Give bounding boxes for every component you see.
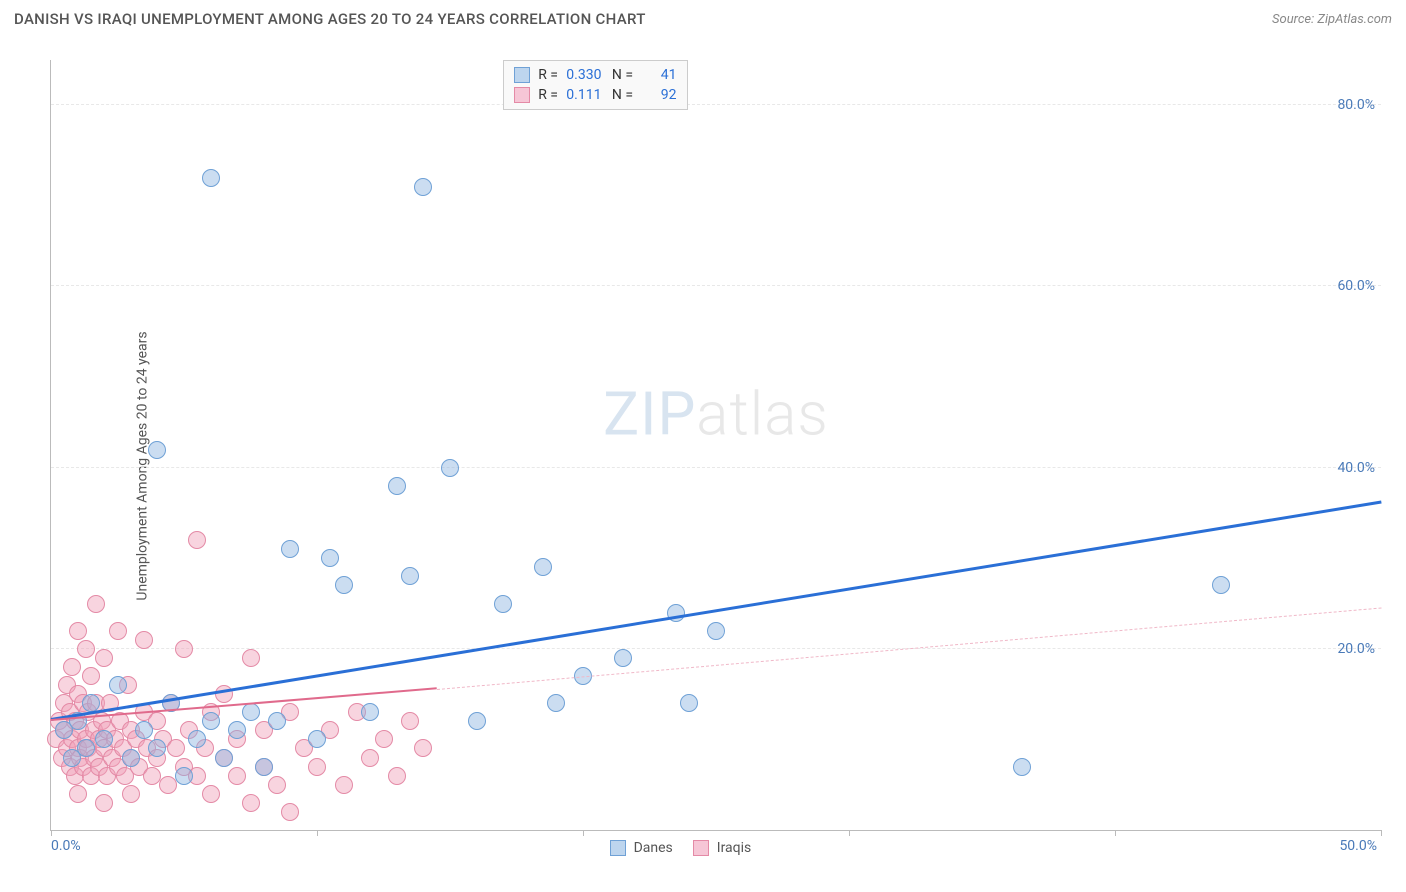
series-legend: Danes Iraqis	[610, 840, 752, 856]
scatter-point	[122, 785, 140, 803]
legend-item: Iraqis	[693, 840, 751, 856]
gridline-h	[51, 285, 1381, 286]
legend-item: Danes	[610, 840, 673, 856]
scatter-point	[202, 712, 220, 730]
scatter-point	[109, 622, 127, 640]
chart-container: Unemployment Among Ages 20 to 24 years Z…	[0, 40, 1406, 892]
scatter-point	[215, 749, 233, 767]
scatter-point	[202, 785, 220, 803]
scatter-point	[228, 721, 246, 739]
scatter-point	[268, 712, 286, 730]
y-tick-label: 40.0%	[1337, 460, 1375, 476]
scatter-point	[494, 595, 512, 613]
x-tick	[317, 830, 318, 836]
scatter-point	[361, 749, 379, 767]
legend-swatch	[693, 840, 709, 856]
scatter-point	[308, 758, 326, 776]
scatter-point	[242, 649, 260, 667]
x-tick	[849, 830, 850, 836]
scatter-point	[534, 558, 552, 576]
scatter-point	[175, 767, 193, 785]
scatter-point	[414, 739, 432, 757]
scatter-point	[335, 776, 353, 794]
scatter-point	[401, 567, 419, 585]
scatter-point	[109, 676, 127, 694]
watermark-zip: ZIP	[603, 379, 696, 450]
watermark-atlas: atlas	[696, 379, 829, 450]
scatter-point	[707, 622, 725, 640]
scatter-point	[159, 776, 177, 794]
scatter-point	[388, 767, 406, 785]
scatter-point	[308, 730, 326, 748]
scatter-point	[188, 730, 206, 748]
x-tick-label-min: 0.0%	[51, 838, 81, 854]
scatter-point	[468, 712, 486, 730]
legend-swatch	[514, 67, 530, 83]
source-label: Source: ZipAtlas.com	[1272, 12, 1392, 27]
scatter-point	[77, 739, 95, 757]
scatter-point	[135, 631, 153, 649]
scatter-point	[375, 730, 393, 748]
scatter-point	[414, 178, 432, 196]
scatter-point	[69, 622, 87, 640]
scatter-point	[82, 667, 100, 685]
scatter-point	[242, 703, 260, 721]
x-tick	[1115, 830, 1116, 836]
scatter-point	[69, 785, 87, 803]
y-tick-label: 80.0%	[1337, 97, 1375, 113]
stats-row: R = 0.111 N = 92	[514, 85, 676, 105]
scatter-point	[281, 803, 299, 821]
scatter-point	[335, 576, 353, 594]
scatter-point	[255, 758, 273, 776]
scatter-point	[95, 730, 113, 748]
stats-text: R = 0.111 N = 92	[538, 87, 676, 103]
scatter-point	[87, 595, 105, 613]
scatter-point	[680, 694, 698, 712]
watermark: ZIPatlas	[603, 379, 829, 450]
gridline-h	[51, 104, 1381, 105]
gridline-h	[51, 467, 1381, 468]
plot-area: ZIPatlas 20.0%40.0%60.0%80.0%0.0%50.0%R …	[50, 60, 1381, 831]
chart-title: DANISH VS IRAQI UNEMPLOYMENT AMONG AGES …	[14, 10, 646, 28]
scatter-point	[135, 721, 153, 739]
scatter-point	[63, 658, 81, 676]
scatter-point	[148, 441, 166, 459]
scatter-point	[202, 169, 220, 187]
scatter-point	[1013, 758, 1031, 776]
legend-label: Iraqis	[717, 840, 751, 856]
legend-swatch	[514, 87, 530, 103]
stats-row: R = 0.330 N = 41	[514, 65, 676, 85]
scatter-point	[148, 739, 166, 757]
scatter-point	[95, 649, 113, 667]
scatter-point	[228, 767, 246, 785]
scatter-point	[1212, 576, 1230, 594]
legend-label: Danes	[634, 840, 673, 856]
scatter-point	[188, 531, 206, 549]
scatter-point	[547, 694, 565, 712]
scatter-point	[242, 794, 260, 812]
scatter-point	[361, 703, 379, 721]
scatter-point	[175, 640, 193, 658]
trend-line	[51, 501, 1381, 721]
scatter-point	[321, 549, 339, 567]
x-tick	[583, 830, 584, 836]
x-tick	[1381, 830, 1382, 836]
scatter-point	[122, 749, 140, 767]
scatter-point	[281, 540, 299, 558]
scatter-point	[614, 649, 632, 667]
scatter-point	[388, 477, 406, 495]
scatter-point	[95, 794, 113, 812]
y-tick-label: 20.0%	[1337, 641, 1375, 657]
stats-legend: R = 0.330 N = 41 R = 0.111 N = 92	[503, 60, 687, 110]
y-tick-label: 60.0%	[1337, 278, 1375, 294]
x-tick-label-max: 50.0%	[1339, 838, 1377, 854]
scatter-point	[401, 712, 419, 730]
scatter-point	[441, 459, 459, 477]
scatter-point	[167, 739, 185, 757]
x-tick	[51, 830, 52, 836]
scatter-point	[77, 640, 95, 658]
stats-text: R = 0.330 N = 41	[538, 67, 676, 83]
legend-swatch	[610, 840, 626, 856]
scatter-point	[268, 776, 286, 794]
